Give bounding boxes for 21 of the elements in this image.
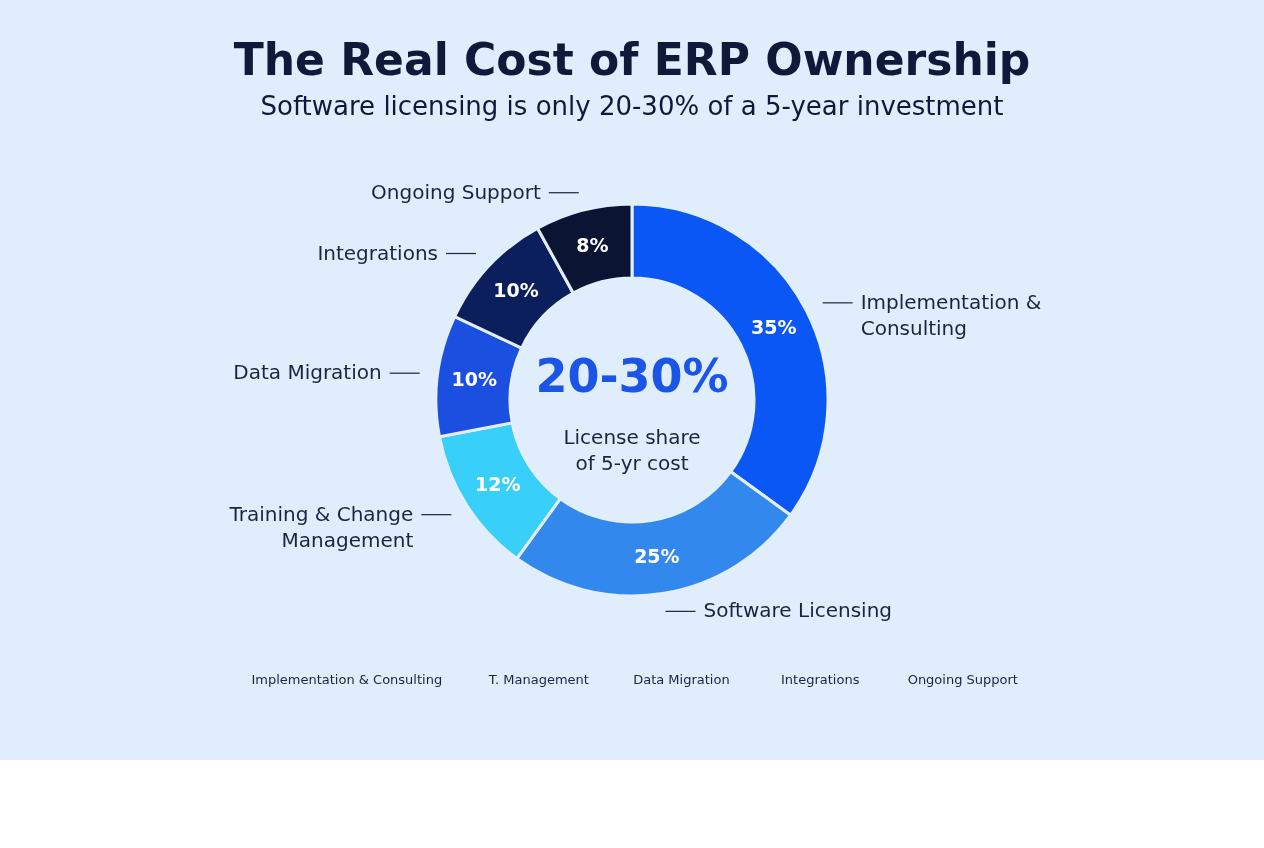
text: 20-30% [535,349,729,403]
text: License share of 5-yr cost [563,425,701,475]
slice-label: Software Licensing [703,598,893,623]
text: Ongoing Support [907,672,1018,687]
text: T. Management [487,672,589,687]
data-label: 12% [475,473,521,496]
data-label: 35% [750,315,797,338]
slice-label: Training & Change Management [228,501,414,552]
slice-label: Ongoing Support [371,179,541,204]
chart-title: The Real Cost of ERP Ownership [233,34,1031,85]
text: Implementation & Consulting [251,672,443,687]
data-label: 10% [451,368,497,391]
slice-label: Integrations [317,240,438,265]
data-label: 25% [634,545,680,568]
slice-label: Implementation & Consulting [860,289,1042,340]
text: Data Migration [633,672,730,687]
data-label: 8% [576,234,609,256]
text: Integrations [781,672,860,687]
slice-label: Data Migration [233,360,382,385]
data-label: 10% [493,279,539,302]
chart-subtitle: Software licensing is only 20-30% of a 5-year investment [260,91,1004,121]
